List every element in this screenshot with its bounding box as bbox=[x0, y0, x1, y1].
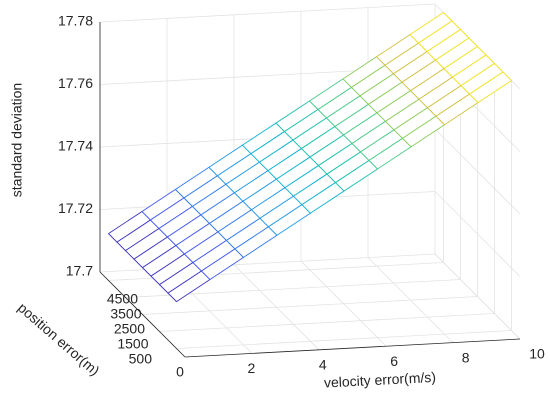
z-tick-label: 17.72 bbox=[58, 200, 93, 216]
y-tick-label: 3500 bbox=[110, 306, 141, 322]
grid-line bbox=[434, 128, 521, 215]
grid-line bbox=[159, 313, 495, 332]
z-axis-label: standard deviation bbox=[9, 83, 25, 197]
axis-line bbox=[99, 271, 186, 358]
z-tick-label: 17.74 bbox=[58, 138, 93, 154]
x-tick-label: 2 bbox=[248, 360, 256, 376]
grid-line bbox=[99, 3, 436, 23]
mesh-cell bbox=[469, 71, 512, 104]
y-tick-label: 2500 bbox=[114, 321, 145, 337]
grid-line bbox=[176, 330, 512, 349]
y-tick-label: 1500 bbox=[117, 336, 148, 352]
y-axis-label: position error(m) bbox=[15, 299, 103, 378]
x-tick-label: 8 bbox=[462, 349, 470, 365]
grid-line bbox=[434, 191, 521, 277]
y-tick-label: 500 bbox=[129, 351, 153, 367]
grid-line bbox=[434, 253, 521, 340]
y-tick-label: 4500 bbox=[107, 291, 138, 307]
z-tick-label: 17.76 bbox=[58, 75, 93, 91]
x-tick-label: 0 bbox=[176, 364, 184, 380]
axis-line bbox=[184, 338, 521, 358]
x-tick-label: 4 bbox=[319, 357, 327, 373]
z-tick-label: 17.78 bbox=[58, 13, 93, 29]
x-axis-label: velocity error(m/s) bbox=[324, 369, 437, 391]
x-tick-label: 6 bbox=[390, 353, 398, 369]
z-tick-label: 17.7 bbox=[66, 263, 93, 279]
grid-line bbox=[142, 296, 478, 315]
x-tick-label: 10 bbox=[529, 346, 545, 362]
